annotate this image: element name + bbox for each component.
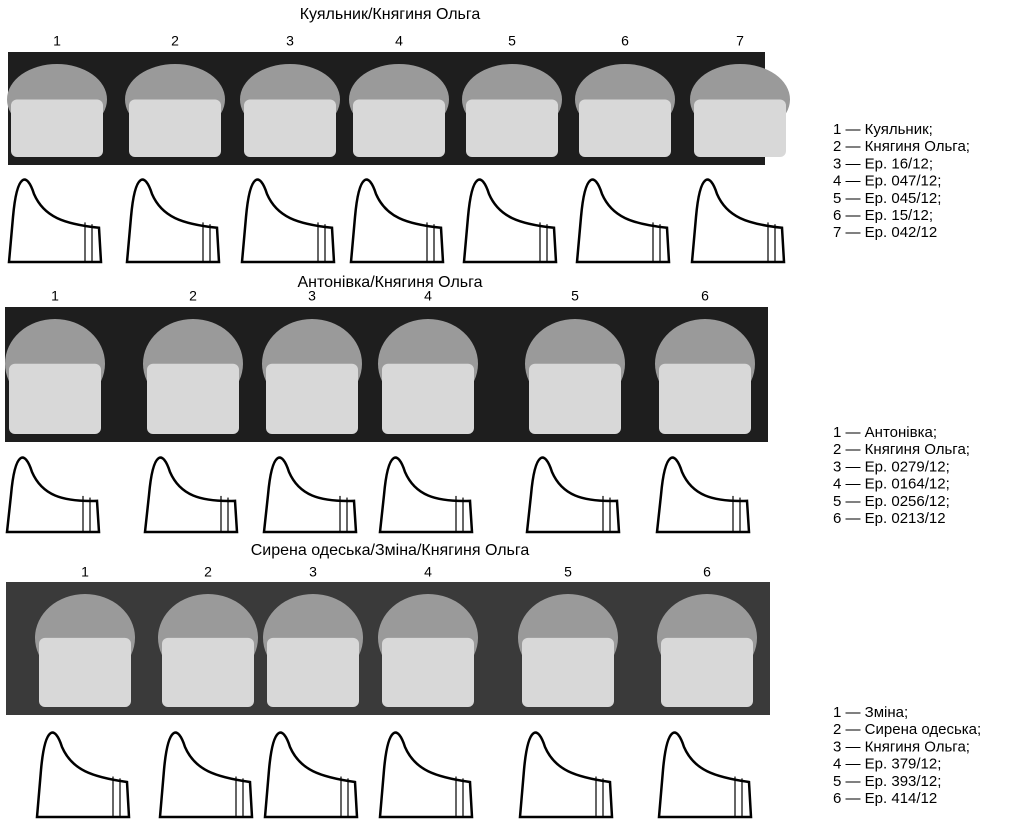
- legend-entry: 2 — Княгиня Ольга;: [833, 441, 970, 458]
- sample-number: 1: [51, 288, 59, 304]
- sample-number: 6: [621, 33, 629, 49]
- sample-number: 3: [308, 288, 316, 304]
- legend-entry: 7 — Ер. 042/12: [833, 224, 937, 241]
- bread-crumb: [353, 99, 445, 157]
- bread-crumb: [129, 99, 221, 157]
- legend-entry: 3 — Ер. 0279/12;: [833, 458, 950, 475]
- sample-number: 3: [309, 564, 317, 580]
- bread-crumb: [266, 364, 358, 434]
- alveogram-curve: [380, 458, 472, 532]
- alveogram-curve: [351, 180, 443, 262]
- panel-title: Сирена одеська/Зміна/Княгиня Ольга: [251, 542, 530, 559]
- sample-number: 2: [204, 564, 212, 580]
- legend-entry: 3 — Княгиня Ольга;: [833, 738, 970, 755]
- legend-entry: 1 — Зміна;: [833, 704, 908, 721]
- legend-entry: 1 — Антонівка;: [833, 424, 937, 441]
- alveogram-curve: [657, 458, 749, 532]
- legend-entry: 4 — Ер. 379/12;: [833, 756, 941, 773]
- alveogram-curve: [7, 458, 99, 532]
- alveogram-curve: [127, 180, 219, 262]
- legend: 1 — Куяльник;2 — Княгиня Ольга;3 — Ер. 1…: [833, 121, 970, 241]
- alveogram-curve: [692, 180, 784, 262]
- legend-entry: 6 — Ер. 15/12;: [833, 207, 933, 224]
- bread-crumb: [9, 364, 101, 434]
- alveogram-curve: [527, 458, 619, 532]
- figure: Куяльник/Княгиня Ольга 1 2 3 4 5 6 7 1 — Куяльни…: [0, 0, 1016, 821]
- sample-number: 4: [424, 288, 432, 304]
- figure-canvas: Куяльник/Княгиня Ольга 1 2 3 4 5 6 7 1 — Куяльни…: [0, 0, 1016, 821]
- legend-entry: 2 — Княгиня Ольга;: [833, 138, 970, 155]
- legend-entry: 5 — Ер. 045/12;: [833, 190, 941, 207]
- alveogram-curve: [264, 458, 356, 532]
- alveogram-curve: [380, 733, 472, 817]
- alveogram-curve: [659, 733, 751, 817]
- sample-number: 7: [736, 33, 744, 49]
- legend: 1 — Антонівка;2 — Княгиня Ольга;3 — Ер. …: [833, 424, 970, 527]
- alveogram-curve: [265, 733, 357, 817]
- sample-number: 1: [81, 564, 89, 580]
- legend-entry: 3 — Ер. 16/12;: [833, 155, 933, 172]
- legend-entry: 5 — Ер. 393/12;: [833, 773, 941, 790]
- sample-number: 5: [564, 564, 572, 580]
- alveogram-curve: [464, 180, 556, 262]
- bread-crumb: [382, 364, 474, 434]
- panel-title: Куяльник/Княгиня Ольга: [300, 6, 481, 23]
- legend-entry: 4 — Ер. 0164/12;: [833, 476, 950, 493]
- sample-number: 4: [395, 33, 403, 49]
- alveogram-curve: [160, 733, 252, 817]
- alveogram-curve: [242, 180, 334, 262]
- sample-number: 3: [286, 33, 294, 49]
- alveogram-curve: [520, 733, 612, 817]
- bread-crumb: [244, 99, 336, 157]
- bread-crumb: [267, 638, 359, 707]
- bread-crumb: [39, 638, 131, 707]
- bread-crumb: [466, 99, 558, 157]
- sample-number: 5: [508, 33, 516, 49]
- sample-number: 2: [189, 288, 197, 304]
- bread-crumb: [579, 99, 671, 157]
- alveogram-curve: [577, 180, 669, 262]
- legend: 1 — Зміна;2 — Сирена одеська;3 — Княгиня…: [833, 704, 981, 807]
- legend-entry: 1 — Куяльник;: [833, 121, 933, 138]
- bread-crumb: [661, 638, 753, 707]
- panel-title: Антонівка/Княгиня Ольга: [298, 274, 483, 291]
- sample-number: 1: [53, 33, 61, 49]
- legend-entry: 2 — Сирена одеська;: [833, 721, 981, 738]
- legend-entry: 6 — Ер. 0213/12: [833, 510, 946, 527]
- bread-crumb: [162, 638, 254, 707]
- sample-number: 6: [701, 288, 709, 304]
- bread-crumb: [522, 638, 614, 707]
- sample-number: 6: [703, 564, 711, 580]
- legend-entry: 5 — Ер. 0256/12;: [833, 493, 950, 510]
- bread-crumb: [694, 99, 786, 157]
- bread-crumb: [147, 364, 239, 434]
- alveogram-curve: [37, 733, 129, 817]
- sample-number: 5: [571, 288, 579, 304]
- bread-crumb: [659, 364, 751, 434]
- bread-crumb: [382, 638, 474, 707]
- alveogram-curve: [9, 180, 101, 262]
- sample-number: 2: [171, 33, 179, 49]
- sample-number: 4: [424, 564, 432, 580]
- legend-entry: 6 — Ер. 414/12: [833, 790, 937, 807]
- bread-crumb: [11, 99, 103, 157]
- legend-entry: 4 — Ер. 047/12;: [833, 173, 941, 190]
- alveogram-curve: [145, 458, 237, 532]
- bread-crumb: [529, 364, 621, 434]
